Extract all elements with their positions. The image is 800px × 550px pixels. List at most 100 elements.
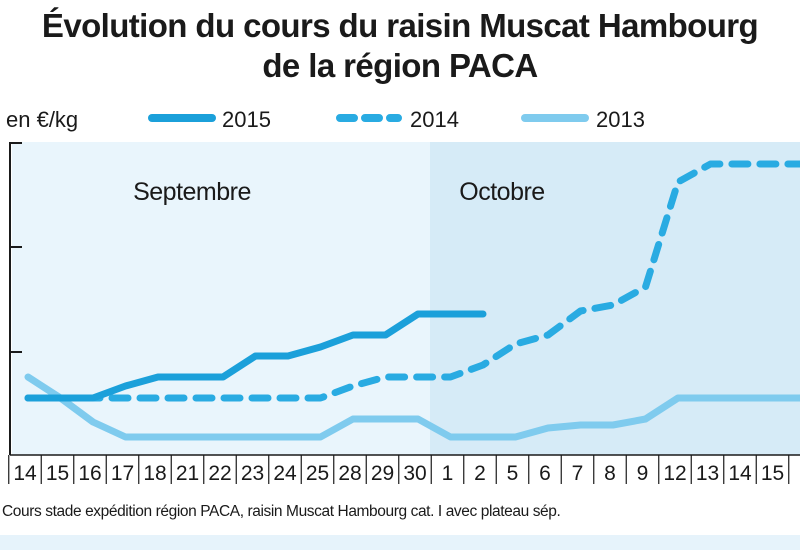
- legend-label-2013: 2013: [596, 107, 645, 132]
- x-tick-label: 24: [273, 462, 297, 485]
- data-point-2013: [221, 435, 225, 439]
- data-point-2015: [384, 333, 388, 337]
- data-point-2014: [189, 396, 193, 400]
- data-point-2014: [579, 309, 583, 313]
- x-tick-label: 25: [306, 462, 329, 485]
- x-tick-label: 14: [728, 462, 752, 485]
- data-point-2015: [124, 384, 128, 388]
- data-point-2013: [156, 435, 160, 439]
- x-tick-label: 5: [507, 462, 519, 485]
- data-point-2014: [124, 396, 128, 400]
- data-point-2015: [481, 312, 485, 316]
- x-tick-label: 23: [241, 462, 264, 485]
- x-tick-label: 16: [78, 462, 101, 485]
- x-tick-label: 22: [208, 462, 231, 485]
- data-point-2015: [189, 375, 193, 379]
- x-tick-label: 15: [761, 462, 784, 485]
- x-tick-label: 13: [696, 462, 719, 485]
- month-band-2: [430, 142, 800, 455]
- data-point-2013: [481, 435, 485, 439]
- x-tick-label: 18: [143, 462, 166, 485]
- data-point-2015: [286, 354, 290, 358]
- legend-label-2014: 2014: [410, 107, 459, 132]
- x-tick-label: 28: [338, 462, 361, 485]
- data-point-2015: [351, 333, 355, 337]
- bottom-band: [0, 535, 800, 550]
- data-point-2014: [384, 375, 388, 379]
- data-point-2013: [189, 435, 193, 439]
- x-tick-label: 21: [176, 462, 199, 485]
- x-tick-label: 12: [663, 462, 686, 485]
- data-point-2013: [546, 426, 550, 430]
- series-line-2014: [24, 160, 800, 402]
- x-tick-label: 6: [539, 462, 551, 485]
- data-point-2015: [91, 396, 95, 400]
- month-band-1: [12, 142, 430, 455]
- x-tick-label: 2: [474, 462, 486, 485]
- data-point-2013: [774, 396, 778, 400]
- month-label: Octobre: [459, 178, 544, 206]
- data-point-2015: [156, 375, 160, 379]
- data-point-2013: [91, 420, 95, 424]
- x-tick-label: 29: [371, 462, 394, 485]
- data-point-2013: [384, 417, 388, 421]
- data-point-2013: [254, 435, 258, 439]
- chart-title-line-2: de la région PACA: [262, 47, 538, 84]
- data-point-2013: [644, 417, 648, 421]
- data-point-2014: [449, 375, 453, 379]
- x-tick-label: 14: [13, 462, 37, 485]
- data-point-2014: [481, 363, 485, 367]
- data-point-2014: [709, 162, 713, 166]
- data-point-2013: [579, 423, 583, 427]
- data-point-2014: [416, 375, 420, 379]
- x-tick-label: 9: [637, 462, 649, 485]
- data-point-2013: [351, 417, 355, 421]
- data-point-2015: [59, 396, 63, 400]
- data-point-2014: [254, 396, 258, 400]
- x-tick-label: 1: [442, 462, 454, 485]
- legend-label-2015: 2015: [222, 107, 271, 132]
- data-point-2014: [156, 396, 160, 400]
- data-point-2013: [319, 435, 323, 439]
- x-tick-label: 8: [604, 462, 616, 485]
- data-point-2014: [546, 333, 550, 337]
- data-point-2014: [644, 285, 648, 289]
- series-line-2015: [24, 310, 487, 402]
- data-point-2013: [449, 435, 453, 439]
- data-point-2014: [351, 384, 355, 388]
- data-point-2013: [26, 375, 30, 379]
- data-point-2014: [286, 396, 290, 400]
- data-point-2015: [254, 354, 258, 358]
- data-point-2015: [319, 345, 323, 349]
- data-point-2015: [449, 312, 453, 316]
- data-point-2013: [676, 396, 680, 400]
- data-point-2013: [286, 435, 290, 439]
- data-point-2013: [709, 396, 713, 400]
- data-point-2014: [319, 396, 323, 400]
- data-point-2013: [514, 435, 518, 439]
- data-point-2014: [774, 162, 778, 166]
- data-point-2013: [124, 435, 128, 439]
- data-point-2015: [416, 312, 420, 316]
- data-point-2013: [416, 417, 420, 421]
- unit-label: en €/kg: [6, 107, 78, 132]
- data-point-2013: [611, 423, 615, 427]
- data-point-2014: [514, 342, 518, 346]
- x-tick-label: 15: [46, 462, 69, 485]
- data-point-2014: [676, 180, 680, 184]
- data-point-2015: [26, 396, 30, 400]
- month-label: Septembre: [133, 178, 251, 206]
- x-tick-label: 30: [403, 462, 426, 485]
- chart-title: Évolution du cours du raisin Muscat Hamb…: [0, 6, 800, 86]
- data-point-2015: [221, 375, 225, 379]
- data-point-2014: [221, 396, 225, 400]
- source-note: Cours stade expédition région PACA, rais…: [2, 503, 561, 520]
- x-tick-label: 17: [111, 462, 134, 485]
- chart-title-line-1: Évolution du cours du raisin Muscat Hamb…: [41, 7, 759, 44]
- data-point-2013: [741, 396, 745, 400]
- x-tick-label: 7: [572, 462, 584, 485]
- data-point-2014: [611, 303, 615, 307]
- data-point-2014: [741, 162, 745, 166]
- series-line-2013: [24, 373, 800, 441]
